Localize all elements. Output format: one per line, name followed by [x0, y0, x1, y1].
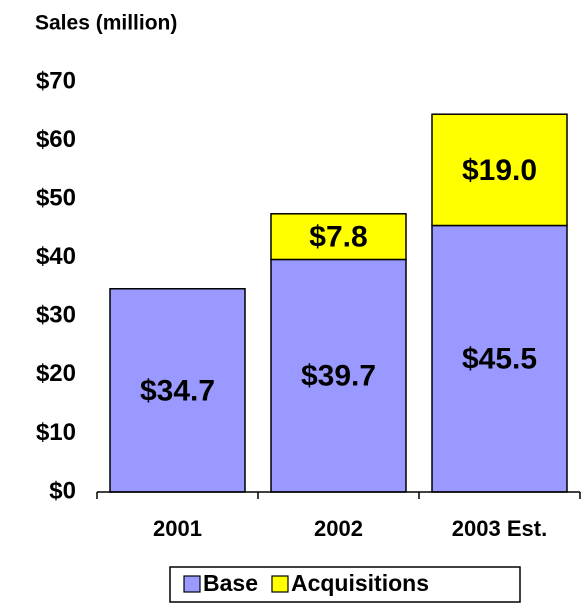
legend-swatch: [183, 575, 201, 593]
y-tick-label: $20: [36, 360, 76, 387]
y-tick-label: $40: [36, 243, 76, 270]
data-label: $45.5: [462, 343, 537, 376]
y-tick-label: $60: [36, 126, 76, 153]
y-tick-label: $50: [36, 184, 76, 211]
legend-box: [169, 566, 521, 603]
chart-title: Sales (million): [35, 12, 177, 35]
legend-label: Base: [203, 570, 258, 596]
data-label: $39.7: [301, 360, 376, 393]
bar-segment: [431, 113, 568, 227]
data-label: $7.8: [309, 221, 367, 254]
legend-swatch: [271, 575, 289, 593]
bar-segment: [270, 213, 407, 261]
x-tick-label: 2002: [314, 516, 363, 541]
bar-segment: [431, 224, 568, 493]
y-tick-label: $0: [49, 477, 76, 504]
x-tick-label: 2001: [153, 516, 202, 541]
y-tick-label: $30: [36, 302, 76, 329]
y-tick-label: $70: [36, 67, 76, 94]
bar-segment: [109, 288, 246, 493]
bar-segment: [270, 258, 407, 493]
data-label: $34.7: [140, 374, 215, 407]
x-tick-label: 2003 Est.: [452, 516, 547, 541]
data-label: $19.0: [462, 154, 537, 187]
y-tick-label: $10: [36, 419, 76, 446]
legend-label: Acquisitions: [291, 570, 429, 596]
